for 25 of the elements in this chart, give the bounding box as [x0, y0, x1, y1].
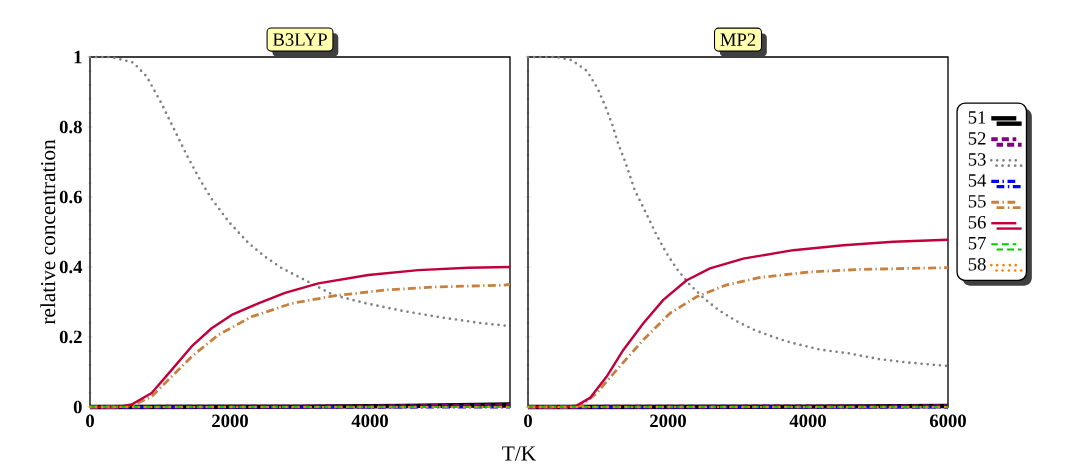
x-tick-label: 6000 [929, 414, 966, 428]
x-tick-label: 4000 [351, 414, 388, 428]
x-tick-label: 0 [524, 414, 532, 428]
y-tick-label: 0.4 [59, 260, 83, 274]
y-tick-label: 0.2 [59, 330, 82, 344]
chart-title: B3LYP [272, 33, 327, 46]
legend-label: 54 [968, 174, 987, 187]
y-tick-label: 0.8 [59, 120, 82, 134]
legend-label: 51 [968, 111, 986, 124]
y-tick-label: 0 [73, 400, 82, 414]
legend-label: 56 [968, 216, 986, 229]
x-tick-label: 2000 [212, 414, 248, 428]
legend-label: 55 [968, 195, 986, 208]
legend-label: 58 [968, 257, 986, 271]
legend-label: 53 [968, 153, 986, 166]
y-tick-label: 0.6 [59, 190, 82, 204]
y-tick-label: 1 [74, 50, 82, 64]
x-tick-label: 0 [86, 414, 94, 428]
x-axis-title: T/K [502, 446, 536, 461]
x-tick-label: 4000 [789, 414, 826, 428]
chart-title: MP2 [720, 33, 756, 46]
legend-label: 57 [968, 237, 986, 250]
legend-label: 52 [968, 132, 986, 145]
x-tick-label: 2000 [650, 414, 686, 428]
y-axis-title: relative concentration [40, 139, 56, 325]
